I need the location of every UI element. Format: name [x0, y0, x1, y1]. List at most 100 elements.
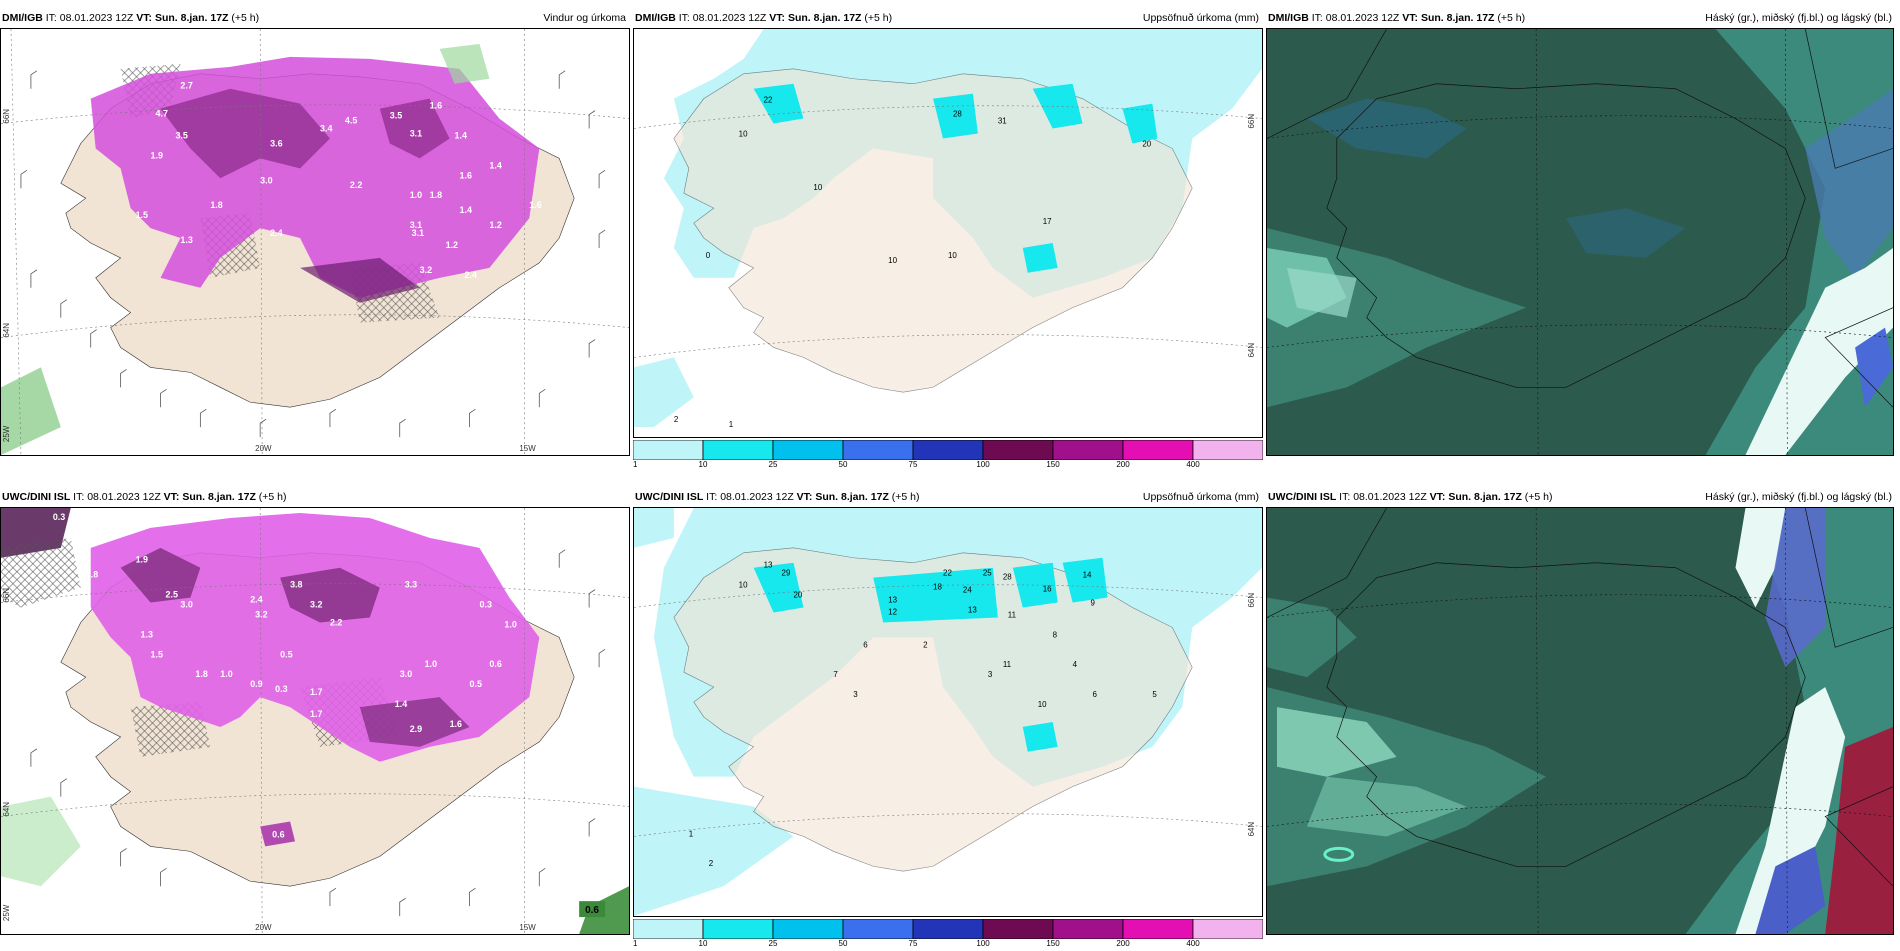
it-label: IT:: [73, 491, 85, 503]
accum-precip-map: 13 29 20 10 13 12 22 25 24 28 18 16 11 1…: [634, 508, 1262, 916]
precip-value: 1.2: [489, 220, 501, 230]
accum-value: 0: [706, 251, 711, 260]
precip-value: 1.0: [504, 619, 516, 629]
lat-label: 64N: [1247, 343, 1256, 358]
precip-value: 1.6: [430, 101, 442, 111]
accum-value: 13: [764, 561, 773, 570]
field-description: Háský (gr.), miðský (fj.bl.) og lágský (…: [1705, 12, 1892, 24]
it-value: 08.01.2023 12Z: [1325, 12, 1400, 24]
precip-value: 1.5: [136, 210, 148, 220]
map-frame[interactable]: 4.7 1.9 1.5 3.5 1.6 1.3 2.4 3.6 3.4 1.4 …: [0, 28, 630, 456]
vt-label: VT:: [796, 491, 813, 503]
accum-value: 20: [1142, 139, 1151, 148]
colorbar-tick: 75: [908, 939, 918, 948]
it-label: IT:: [1311, 12, 1323, 24]
colorbar-tick: 150: [1046, 939, 1060, 948]
precip-value: 1.8: [430, 190, 442, 200]
lon-label: 15W: [519, 923, 536, 932]
colorbar-tick: 200: [1116, 460, 1130, 469]
vt-label: VT:: [136, 12, 153, 24]
precip-value: 0.6: [272, 829, 284, 839]
colorbar-swatch: [702, 440, 774, 460]
precip-value: 2.5: [165, 590, 177, 600]
precip-value: 2.4: [270, 228, 282, 238]
colorbar-swatch: [772, 440, 844, 460]
accum-labels: 13 29 20 10 13 12 22 25 24 28 18 16 11 1…: [689, 561, 1158, 869]
lead-time: (+5 h): [258, 491, 287, 503]
colorbar-tick: 1: [633, 460, 638, 469]
accum-value: 10: [813, 183, 822, 192]
panel-header: UWC/DINI ISL IT: 08.01.2023 12Z VT: Sun.…: [1266, 487, 1896, 507]
precip-value: 3.0: [260, 175, 272, 185]
precip-value: 1.9: [136, 555, 148, 565]
field-description: Vindur og úrkoma: [543, 12, 626, 24]
accum-value: 13: [888, 596, 897, 605]
accum-value: 2: [923, 640, 928, 649]
precip-value: 0.8: [86, 570, 98, 580]
map-frame[interactable]: 0.3 0.8 1.9 2.5 3.0 2.4 3.2 3.8 3.3 3.2 …: [0, 507, 630, 935]
vt-value: Sun. 8.jan. 17Z: [787, 12, 862, 24]
precip-value: 0.6: [489, 659, 501, 669]
precip-value: 4.7: [156, 109, 168, 119]
colorbar-swatch: [633, 440, 704, 460]
panel-header: DMI/IGB IT: 08.01.2023 12Z VT: Sun. 8.ja…: [633, 8, 1263, 28]
lat-label: 66N: [1247, 114, 1256, 129]
accum-value: 28: [1003, 573, 1012, 582]
precip-value: 1.0: [220, 669, 232, 679]
it-label: IT:: [678, 12, 690, 24]
colorbar-swatch: [702, 919, 774, 939]
vt-value: Sun. 8.jan. 17Z: [182, 491, 256, 503]
map-frame[interactable]: [1266, 28, 1894, 456]
map-frame[interactable]: [1266, 507, 1894, 935]
precip-value: 1.7: [310, 709, 322, 719]
colorbar: [633, 919, 1263, 939]
map-frame[interactable]: 22 10 28 31 10 20 17 10 0 10 1 2 66N 64N: [633, 28, 1263, 438]
accum-value: 10: [739, 581, 748, 590]
colorbar-swatch: [842, 919, 914, 939]
precip-value: 3.5: [175, 130, 187, 140]
accum-value: 12: [888, 607, 897, 616]
colorbar-tick: 10: [698, 460, 708, 469]
precip-value: 2.2: [350, 180, 362, 190]
accum-value: 11: [1003, 660, 1012, 669]
precip-value: 4.5: [345, 116, 357, 126]
precip-value: 0.5: [470, 679, 482, 689]
precip-value: 1.8: [195, 669, 207, 679]
colorbar-swatch: [842, 440, 914, 460]
precip-value: 3.3: [405, 580, 417, 590]
precip-value: 3.5: [390, 111, 402, 121]
precip-value: 2.7: [180, 81, 192, 91]
cloud-map: [1267, 29, 1893, 455]
accum-value: 9: [1091, 599, 1096, 608]
colorbar-tick: 25: [768, 460, 778, 469]
colorbar-tick: 10: [698, 939, 708, 948]
accum-value: 2: [709, 859, 714, 868]
precip-value: 1.6: [529, 200, 541, 210]
colorbar-tick: 75: [908, 460, 918, 469]
accum-value: 11: [1008, 610, 1017, 619]
it-value: 08.01.2023 12Z: [720, 491, 794, 503]
vt-value: Sun. 8.jan. 17Z: [815, 491, 889, 503]
accum-value: 3: [853, 690, 858, 699]
colorbar-swatch: [1122, 919, 1194, 939]
map-frame[interactable]: 13 29 20 10 13 12 22 25 24 28 18 16 11 1…: [633, 507, 1263, 917]
value-box: [579, 901, 606, 918]
panel-uwc-wind-precip: UWC/DINI ISL IT: 08.01.2023 12Z VT: Sun.…: [0, 487, 630, 949]
lon-label: 25W: [2, 425, 11, 442]
accum-precip-map: 22 10 28 31 10 20 17 10 0 10 1 2 66N 64N: [634, 29, 1262, 437]
precip-labels: 4.7 1.9 1.5 3.5 1.6 1.3 2.4 3.6 3.4 1.4 …: [136, 81, 542, 280]
accum-value: 10: [948, 251, 957, 260]
model-name: UWC/DINI ISL: [635, 491, 704, 503]
accum-value: 6: [863, 640, 868, 649]
vt-label: VT:: [163, 491, 180, 503]
colorbar-tick: 200: [1116, 939, 1130, 948]
precip-value: 1.8: [210, 200, 222, 210]
precip-value: 1.2: [446, 240, 458, 250]
lead-time: (+5 h): [231, 12, 260, 24]
precip-value: 0.5: [280, 649, 292, 659]
it-label: IT:: [1339, 491, 1351, 503]
iceland-land: [673, 547, 1193, 872]
precip-value: 3.8: [290, 580, 302, 590]
vt-value: Sun. 8.jan. 17Z: [1448, 491, 1522, 503]
colorbar-tick: 25: [768, 939, 778, 948]
